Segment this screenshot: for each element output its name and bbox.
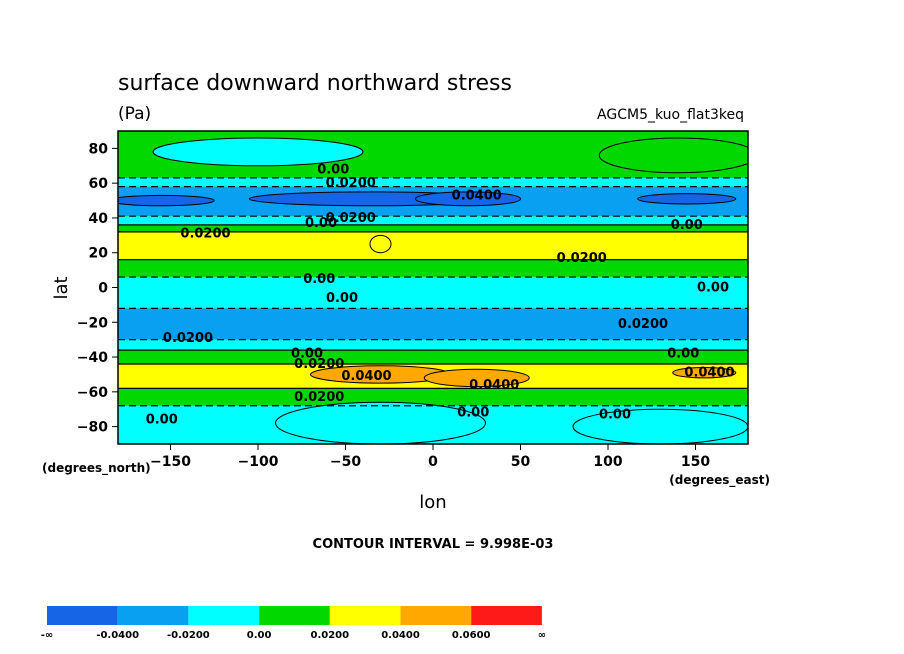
colorbar-label: 0.0600 xyxy=(452,630,491,641)
colorbar-swatch xyxy=(329,606,401,625)
contour-label: 0.00 xyxy=(667,347,699,362)
contour-label: 0.0400 xyxy=(452,188,502,203)
contour-label: 0.0400 xyxy=(469,378,519,393)
contour-label: 0.0400 xyxy=(684,366,734,381)
colorbar-label: 0.0200 xyxy=(311,630,350,641)
contour-band-4 xyxy=(118,224,748,232)
contour-label: 0.00 xyxy=(305,216,337,231)
x-tick-label: 0 xyxy=(428,454,438,470)
x-tick-label: 50 xyxy=(511,454,531,470)
y-tick-label: −20 xyxy=(77,315,108,331)
contour-label: 0.0200 xyxy=(163,331,213,346)
contour-label: 0.0200 xyxy=(180,227,230,242)
contour-min-region xyxy=(637,193,737,205)
contour-label: 0.0200 xyxy=(326,176,376,191)
colorbar-label: -0.0200 xyxy=(167,630,210,641)
contour-band-12 xyxy=(118,388,748,406)
contour-max-region xyxy=(672,366,737,379)
colorbar-label: 0.0400 xyxy=(381,630,420,641)
contour-band-8 xyxy=(118,308,748,340)
contour-max-region xyxy=(369,234,392,254)
x-tick-label: 100 xyxy=(593,454,622,470)
colorbar-label: -∞ xyxy=(41,630,53,641)
contour-label: 0.00 xyxy=(599,407,631,422)
contour-min-region xyxy=(118,194,215,207)
colorbar: -∞ -0.0400 -0.0200 0.00 0.0200 0.0400 0.0600 ∞ xyxy=(41,606,546,641)
contour-label: 0.00 xyxy=(697,281,729,296)
y-tick-label: 80 xyxy=(89,141,109,157)
y-tick-label: −40 xyxy=(77,350,108,366)
x-tick-label: −150 xyxy=(150,454,191,470)
contour-band-6 xyxy=(118,259,748,278)
chart-title: surface downward northward stress xyxy=(118,71,512,96)
x-axis-label: lon xyxy=(419,492,446,513)
x-axis-units: (degrees_east) xyxy=(669,473,770,488)
contour-min-region xyxy=(572,408,748,444)
contour-label: 0.00 xyxy=(303,272,335,287)
colorbar-label: -0.0400 xyxy=(96,630,139,641)
contour-label: 0.0400 xyxy=(341,369,391,384)
colorbar-swatch xyxy=(471,606,542,625)
contour-max-region xyxy=(598,137,748,174)
y-axis-label: lat xyxy=(51,276,72,299)
contour-label: 0.00 xyxy=(146,413,178,428)
x-tick-label: −100 xyxy=(238,454,279,470)
contour-max-region xyxy=(423,368,530,388)
contour-label: 0.00 xyxy=(291,347,323,362)
contour-label: 0.0200 xyxy=(326,211,376,226)
contour-min-region xyxy=(152,137,364,167)
colorbar-swatch xyxy=(259,606,330,625)
colorbar-swatch xyxy=(188,606,260,625)
y-tick-label: 20 xyxy=(89,246,109,262)
contour-band-5 xyxy=(118,231,748,260)
contour-label: 0.00 xyxy=(457,406,489,421)
contour-min-region xyxy=(415,191,521,207)
contour-label: 0.00 xyxy=(671,218,703,233)
colorbar-swatch xyxy=(400,606,472,625)
y-axis-units: (degrees_north) xyxy=(42,461,151,476)
contour-min-region xyxy=(275,401,486,444)
contour-band-1 xyxy=(118,177,748,187)
contour-label: 0.0200 xyxy=(557,251,607,266)
dataset-name: AGCM5_kuo_flat3keq xyxy=(597,107,744,123)
colorbar-label: 0.00 xyxy=(247,630,272,641)
contour-label: 0.0200 xyxy=(294,357,344,372)
plot-area xyxy=(118,131,748,444)
colorbar-swatch xyxy=(47,606,118,625)
y-tick-label: 40 xyxy=(89,211,109,227)
y-tick-label: 60 xyxy=(89,176,109,192)
contour-band-7 xyxy=(118,277,748,309)
chart-units: (Pa) xyxy=(118,104,151,124)
x-tick-label: 150 xyxy=(681,454,710,470)
colorbar-label: ∞ xyxy=(538,630,546,641)
contour-label: 0.0200 xyxy=(618,317,668,332)
contour-band-3 xyxy=(118,216,748,225)
y-tick-label: −60 xyxy=(77,385,108,401)
contour-label: 0.00 xyxy=(317,162,349,177)
contour-interval-note: CONTOUR INTERVAL = 9.998E-03 xyxy=(313,537,554,552)
colorbar-swatch xyxy=(117,606,189,625)
contour-band-9 xyxy=(118,339,748,351)
contour-label: 0.0200 xyxy=(294,390,344,405)
contour-band-10 xyxy=(118,350,748,365)
x-tick-label: −50 xyxy=(330,454,361,470)
y-tick-label: 0 xyxy=(98,281,108,297)
contour-label: 0.00 xyxy=(326,291,358,306)
y-tick-label: −80 xyxy=(77,420,108,436)
